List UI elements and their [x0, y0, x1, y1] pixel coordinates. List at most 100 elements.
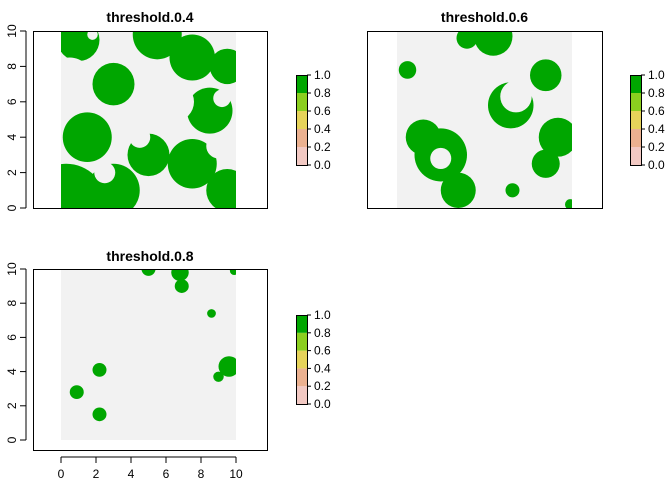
y-tick-label-1: 2: [5, 402, 19, 409]
raster-gap-6: [87, 31, 98, 40]
legend-tick-label-2: 0.4: [314, 122, 331, 136]
plot-frame: [33, 269, 268, 451]
legend-swatch-4: [296, 315, 307, 333]
raster-patch-3: [171, 269, 189, 281]
y-tick-label-4: 8: [5, 300, 19, 307]
raster-background: [61, 269, 236, 440]
legend-frame: [296, 75, 308, 166]
raster-patch-7: [531, 149, 560, 178]
y-tick-label-4: 8: [5, 63, 19, 70]
raster-gap-0: [61, 57, 93, 104]
raster-layer: [398, 31, 572, 208]
legend: 0.0 0.2 0.4 0.6 0.8 1.0: [630, 68, 665, 172]
legend: 0.0 0.2 0.4 0.6 0.8 1.0: [296, 308, 331, 411]
raster-patch-1: [69, 385, 84, 399]
chart-title: threshold.0.6: [441, 9, 528, 25]
x-tick-label-2: 4: [128, 467, 135, 480]
y-tick-label-2: 4: [5, 134, 19, 141]
legend-swatch-0: [630, 147, 641, 165]
panel-1: threshold.0.6 0.0 0.2 0.4 0.6 0.8 1.0: [367, 9, 665, 209]
legend-tick-label-5: 1.0: [314, 308, 331, 322]
y-tick-label-3: 6: [5, 334, 19, 341]
raster-gap-5: [181, 188, 203, 208]
legend-swatch-3: [296, 93, 307, 111]
legend-swatch-0: [296, 147, 307, 165]
panel-0: threshold.0.4 0 2 4 6 8 10 0.0 0.2 0.4 0.6 0.8 1.0: [5, 9, 331, 211]
raster-patch-6: [538, 117, 572, 157]
legend-tick-label-5: 1.0: [314, 68, 331, 82]
legend-tick-label-3: 0.6: [648, 104, 665, 118]
legend-swatch-1: [296, 129, 307, 147]
raster-patch-8: [398, 61, 417, 79]
legend-swatch-2: [296, 111, 307, 129]
x-tick-label-3: 6: [163, 467, 170, 480]
raster-patch-2: [92, 407, 107, 422]
raster-patch-1: [440, 172, 476, 208]
legend-tick-label-2: 0.4: [314, 361, 331, 375]
raster-patch-4: [474, 31, 513, 56]
legend-tick-label-4: 0.8: [648, 86, 665, 100]
raster-gap-7: [213, 89, 231, 108]
y-tick-label-1: 2: [5, 169, 19, 176]
plot-frame: [367, 31, 603, 209]
legend-tick-label-5: 1.0: [648, 68, 665, 82]
legend-swatch-0: [296, 386, 307, 404]
x-tick-label-1: 2: [93, 467, 100, 480]
raster-patch-8: [169, 34, 215, 81]
legend-tick-label-1: 0.2: [648, 140, 665, 154]
raster-gap-1: [155, 82, 194, 122]
raster-patch-3: [62, 112, 112, 162]
chart-title: threshold.0.8: [106, 248, 193, 264]
legend-swatch-3: [630, 93, 641, 111]
y-tick-label-3: 6: [5, 98, 19, 105]
raster-gap-4: [94, 161, 116, 184]
raster-patch-5: [141, 269, 156, 276]
legend-swatch-2: [630, 111, 641, 129]
legend-tick-label-0: 0.0: [648, 158, 665, 172]
raster-layer: [61, 31, 236, 208]
raster-gap-2: [129, 126, 151, 148]
legend-tick-label-3: 0.6: [314, 104, 331, 118]
legend-swatch-1: [630, 129, 641, 147]
raster-gap-3: [206, 133, 231, 159]
raster-layer: [69, 269, 236, 422]
legend-tick-label-3: 0.6: [314, 344, 331, 358]
raster-patch-7: [92, 62, 135, 106]
legend-frame: [296, 315, 308, 405]
legend-tick-label-1: 0.2: [314, 140, 331, 154]
x-tick-label-0: 0: [58, 467, 65, 480]
raster-patch-5: [530, 59, 562, 92]
raster-gap-0: [500, 80, 532, 113]
legend-swatch-4: [630, 75, 641, 93]
raster-patch-5: [206, 169, 236, 208]
legend-tick-label-0: 0.0: [314, 158, 331, 172]
x-tick-label-4: 8: [198, 467, 205, 480]
raster-patch-9: [456, 31, 478, 49]
y-tick-label-5: 10: [5, 262, 19, 276]
raster-patch-10: [505, 183, 520, 198]
raster-gap-1: [430, 147, 452, 170]
y-tick-label-0: 0: [5, 204, 19, 211]
raster-patch-11: [209, 48, 236, 85]
legend-tick-label-0: 0.0: [314, 397, 331, 411]
raster-patch-6: [207, 309, 216, 318]
raster-patch-8: [213, 371, 224, 382]
raster-patch-4: [167, 138, 217, 189]
legend-swatch-4: [296, 75, 307, 93]
legend-swatch-2: [296, 350, 307, 369]
legend-swatch-1: [296, 368, 307, 387]
raster-patch-4: [174, 279, 189, 293]
legend-tick-label-4: 0.8: [314, 326, 331, 340]
legend: 0.0 0.2 0.4 0.6 0.8 1.0: [296, 68, 331, 172]
legend-tick-label-1: 0.2: [314, 379, 331, 393]
raster-patch-9: [229, 269, 236, 275]
legend-frame: [630, 75, 642, 166]
y-tick-label-5: 10: [5, 24, 19, 38]
legend-tick-label-4: 0.8: [314, 86, 331, 100]
raster-patch-2: [405, 119, 441, 155]
y-tick-label-2: 4: [5, 368, 19, 375]
raster-patch-7: [218, 356, 236, 377]
raster-patch-0: [92, 363, 107, 377]
